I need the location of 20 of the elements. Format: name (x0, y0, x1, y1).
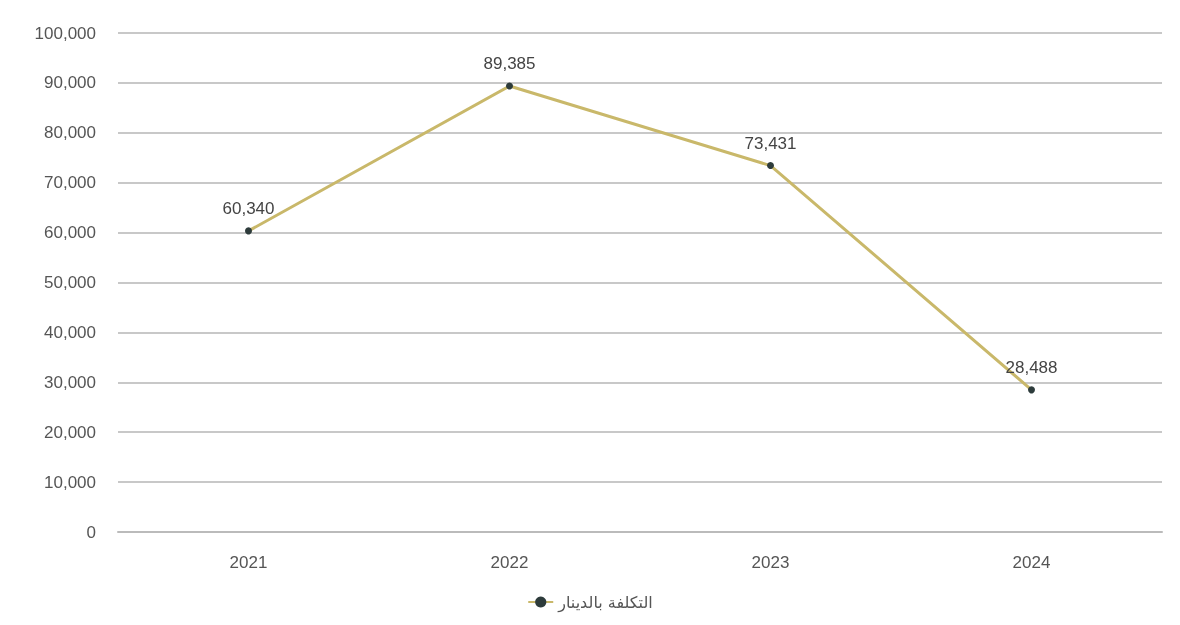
data-label: 73,431 (744, 134, 797, 154)
x-tick-label: 2024 (1012, 553, 1051, 572)
data-label: 28,488 (1005, 358, 1058, 378)
y-tick-label: 0 (86, 522, 96, 542)
x-tick-label: 2021 (229, 553, 268, 572)
y-tick-label: 50,000 (44, 273, 96, 292)
data-label: 89,385 (483, 54, 536, 74)
y-tick-label: 70,000 (44, 173, 96, 193)
data-label: 60,340 (222, 199, 275, 219)
y-tick-label: 90,000 (44, 73, 96, 93)
y-tick-label: 60,000 (44, 223, 96, 243)
x-tick-label: 2023 (751, 553, 790, 572)
legend-label: التكلفة بالدينار (557, 592, 653, 613)
y-tick-label: 80,000 (44, 123, 96, 143)
y-tick-label: 40,000 (44, 322, 96, 342)
y-tick-label: 20,000 (44, 422, 96, 442)
y-tick-label: 10,000 (44, 472, 96, 492)
x-tick-label: 2022 (490, 553, 529, 572)
y-tick-label: 100,000 (34, 23, 96, 43)
y-tick-label: 30,000 (44, 372, 96, 392)
